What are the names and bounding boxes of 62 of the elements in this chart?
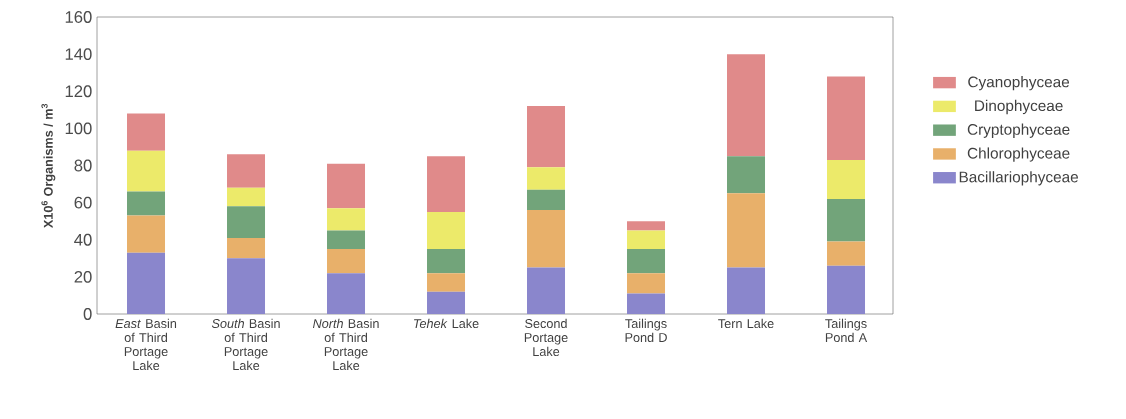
bar bbox=[427, 273, 466, 292]
bar bbox=[427, 211, 466, 250]
bar bbox=[527, 267, 566, 314]
bar bbox=[827, 198, 866, 242]
bar bbox=[727, 267, 766, 314]
bar bbox=[127, 191, 166, 216]
y-tick-label: 60 bbox=[74, 196, 92, 209]
bar bbox=[327, 230, 366, 250]
bar bbox=[727, 193, 766, 268]
x-tick-label: North Basin of Third Portage Lake bbox=[312, 318, 379, 371]
bar bbox=[127, 252, 166, 314]
legend-label: Chlorophyceae bbox=[967, 147, 1070, 162]
bar bbox=[327, 273, 366, 314]
x-tick-label: Tailings Pond D bbox=[625, 318, 667, 343]
y-tick-label: 80 bbox=[74, 159, 92, 172]
y-tick-label: 40 bbox=[74, 233, 92, 246]
y-tick-label: 20 bbox=[74, 270, 92, 283]
bar bbox=[527, 210, 566, 268]
bar bbox=[327, 163, 366, 209]
y-tick-label: 100 bbox=[65, 122, 92, 135]
bar bbox=[427, 249, 466, 274]
bar bbox=[627, 230, 666, 250]
bar bbox=[327, 249, 366, 274]
x-tick-label: South Basin of Third Portage Lake bbox=[211, 318, 280, 371]
bar bbox=[227, 206, 266, 238]
x-tick-label: Tern Lake bbox=[718, 318, 774, 329]
bar bbox=[827, 159, 866, 199]
bar bbox=[127, 150, 166, 192]
bar bbox=[227, 154, 266, 188]
bar bbox=[127, 215, 166, 253]
bar bbox=[127, 113, 166, 151]
y-tick-label: 120 bbox=[65, 85, 92, 98]
y-tick-label: 160 bbox=[65, 11, 92, 23]
bar bbox=[627, 293, 666, 314]
x-tick-label: Tailings Pond A bbox=[825, 318, 868, 343]
bar bbox=[627, 221, 666, 231]
bar bbox=[227, 187, 266, 207]
bar bbox=[727, 156, 766, 194]
y-tick-label: 140 bbox=[65, 48, 92, 61]
bar bbox=[827, 76, 866, 160]
bar bbox=[527, 167, 566, 190]
bar bbox=[427, 291, 466, 314]
y-tick-label: 0 bbox=[83, 308, 92, 320]
bar bbox=[427, 156, 466, 212]
legend-label: Cryptophyceae bbox=[967, 123, 1070, 138]
y-axis-title: X10$^{6}$ Organisms / m$^{3}$ bbox=[41, 103, 56, 229]
x-tick-label: East Basin of Third Portage Lake bbox=[115, 318, 177, 371]
bar bbox=[527, 189, 566, 211]
bar bbox=[627, 249, 666, 274]
bar bbox=[227, 237, 266, 259]
bar bbox=[727, 54, 766, 157]
legend-label: Bacillariophyceae bbox=[959, 171, 1078, 186]
bar bbox=[527, 106, 566, 168]
legend-label: Cyanophyceae bbox=[968, 76, 1070, 91]
bar bbox=[327, 208, 366, 231]
bar bbox=[827, 265, 866, 314]
x-tick-label: Second Portage Lake bbox=[524, 318, 568, 357]
x-tick-label: Tehek Lake bbox=[414, 318, 479, 329]
bar bbox=[827, 241, 866, 266]
bar bbox=[227, 258, 266, 314]
bar bbox=[627, 273, 666, 294]
legend-label: Dinophyceae bbox=[975, 99, 1063, 115]
